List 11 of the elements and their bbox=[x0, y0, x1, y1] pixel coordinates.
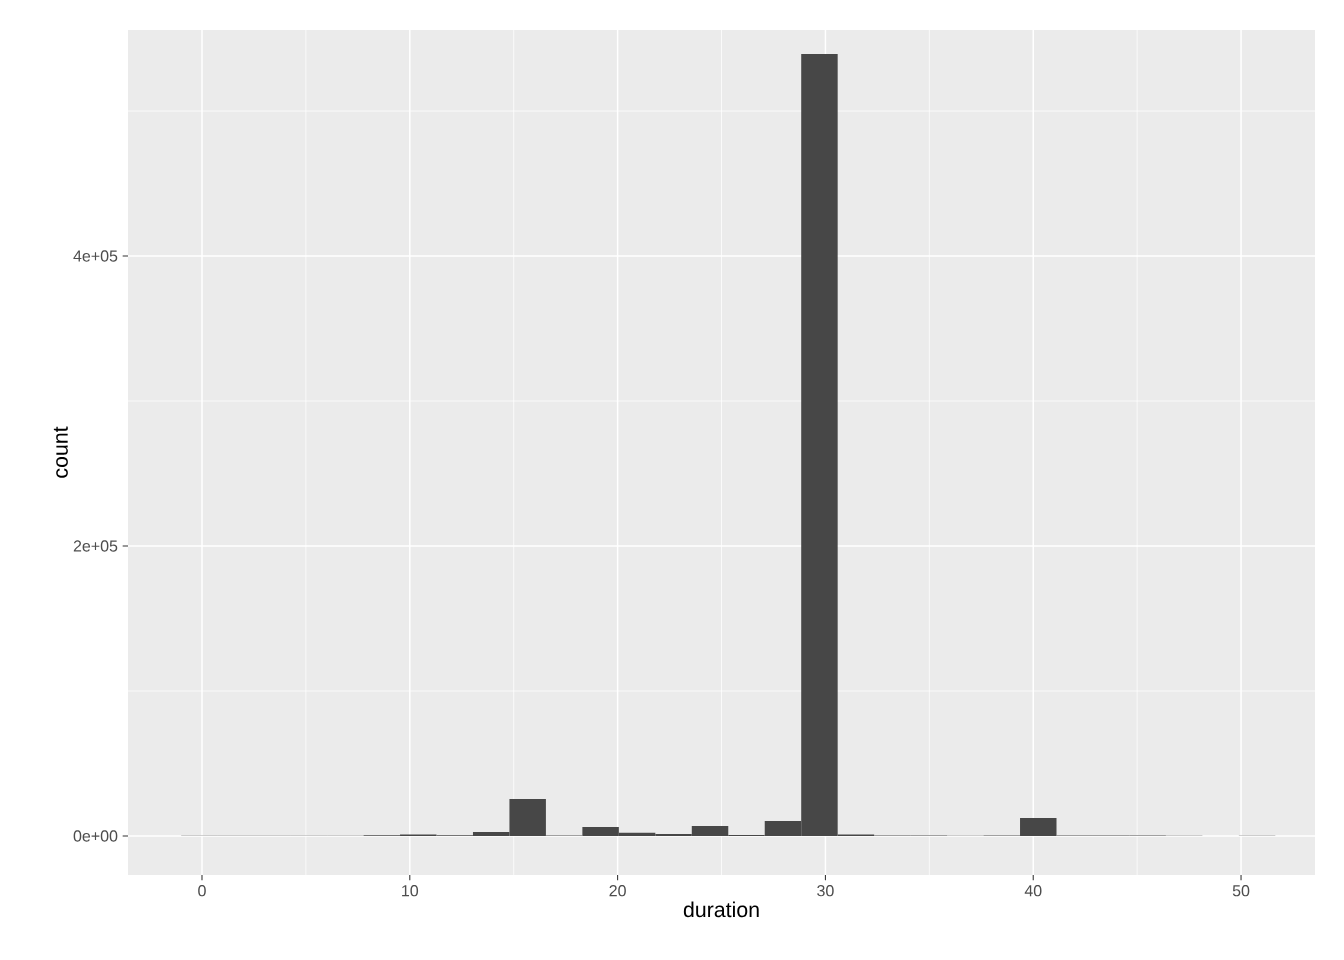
x-tick-label: 20 bbox=[609, 885, 626, 897]
x-tick-label: 50 bbox=[1232, 885, 1250, 897]
y-tick-label: 2e+05 bbox=[73, 540, 118, 552]
x-axis-title: duration bbox=[683, 901, 759, 918]
x-tick-label: 10 bbox=[402, 885, 419, 897]
y-tick-label: 0e+00 bbox=[73, 830, 118, 842]
y-tick-label: 4e+05 bbox=[73, 250, 118, 262]
y-axis-title: count bbox=[53, 426, 68, 478]
x-tick-label: 30 bbox=[817, 885, 834, 897]
x-tick-label: 40 bbox=[1024, 885, 1042, 897]
x-tick-label: 0 bbox=[198, 885, 206, 897]
